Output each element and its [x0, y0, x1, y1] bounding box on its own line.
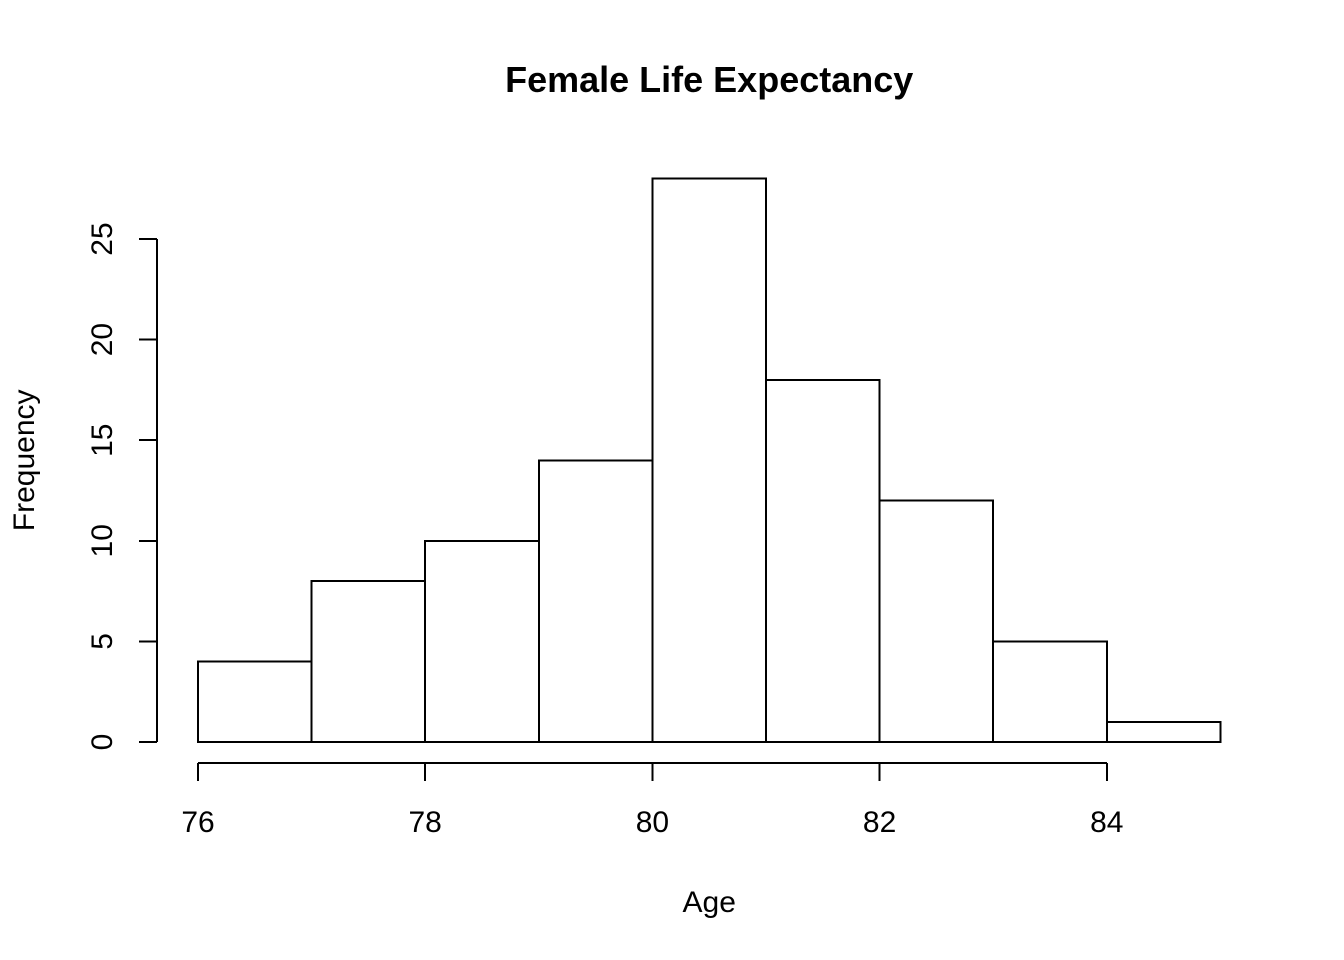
y-axis-title: Frequency	[8, 389, 41, 531]
histogram-bar-82-83	[878, 499, 995, 743]
x-tick-label-76: 76	[181, 806, 214, 839]
x-tick-label-82: 82	[863, 806, 896, 839]
chart-title: Female Life Expectancy	[505, 59, 913, 100]
y-tick-label-25: 25	[86, 222, 119, 255]
histogram-bar-80-81	[651, 177, 768, 743]
x-tick-label-78: 78	[409, 806, 442, 839]
histogram-bar-84-85	[1105, 720, 1222, 744]
y-tick-label-5: 5	[86, 633, 119, 650]
y-tick-label-10: 10	[86, 524, 119, 557]
histogram-bar-77-78	[310, 580, 427, 743]
x-tick-label-84: 84	[1090, 806, 1123, 839]
histogram-bar-81-82	[765, 378, 881, 743]
x-tick-label-80: 80	[636, 806, 669, 839]
histogram-bar-79-80	[537, 459, 654, 743]
x-axis-title: Age	[683, 886, 736, 919]
y-tick-label-0: 0	[86, 734, 119, 751]
y-tick-label-15: 15	[86, 424, 119, 457]
histogram-bar-76-77	[197, 660, 313, 744]
histogram-bar-83-84	[992, 640, 1108, 744]
histogram-bar-78-79	[424, 539, 540, 743]
y-tick-label-20: 20	[86, 323, 119, 356]
